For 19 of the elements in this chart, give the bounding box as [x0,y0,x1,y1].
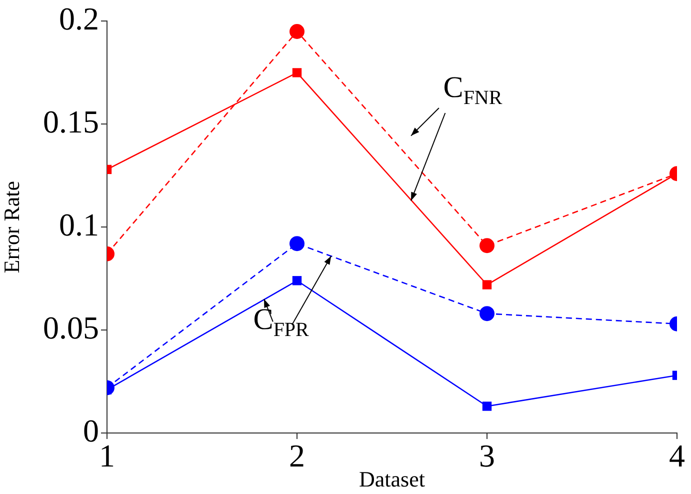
x-tick-label: 1 [99,438,115,474]
point [482,280,492,290]
y-tick-label: 0 [83,412,99,448]
x-tick-label: 4 [669,438,685,474]
annotation: C$_{FPR}$ [253,303,309,344]
x-tick-label: 3 [479,438,495,474]
point [482,402,492,411]
y-tick-label: 0.05 [43,309,99,346]
point [292,276,302,286]
y-tick-label: 0.15 [43,104,99,140]
y-tick-label: 0.2 [59,0,99,37]
annotation: C$_{FNR}$ [443,70,502,111]
point [292,68,302,78]
point [480,238,494,254]
point [290,24,304,39]
x-axis-title: Dataset [359,466,425,492]
x-tick-label: 2 [289,438,305,474]
y-tick-label: 0.1 [59,206,99,243]
y-axis-title: Error Rate [0,180,24,274]
